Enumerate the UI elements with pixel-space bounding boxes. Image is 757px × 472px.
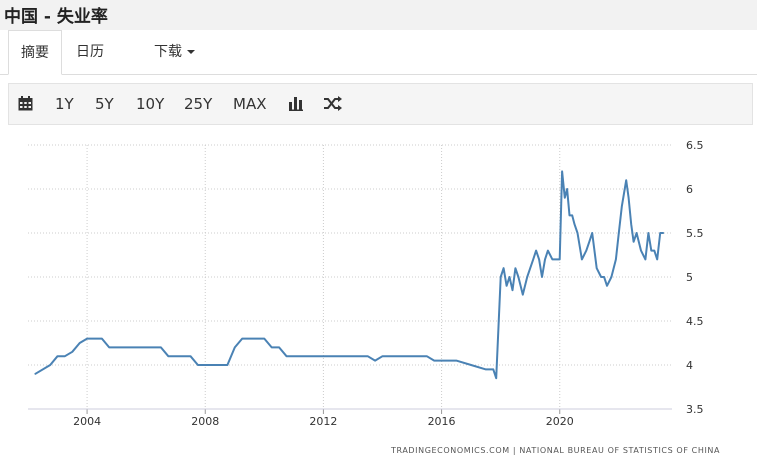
tab-download[interactable]: 下载 [154, 30, 195, 74]
x-tick-label: 2012 [309, 415, 337, 428]
range-1y-button[interactable]: 1Y [55, 95, 74, 113]
x-tick-label: 2008 [191, 415, 219, 428]
shuffle-icon[interactable] [324, 96, 342, 111]
series-line [34, 170, 665, 380]
y-tick-label: 6 [686, 183, 693, 196]
tab-summary[interactable]: 摘要 [8, 30, 62, 75]
tab-calendar[interactable]: 日历 [76, 44, 104, 60]
range-5y-button[interactable]: 5Y [95, 95, 114, 113]
title-bar: 中国 - 失业率 [0, 0, 757, 30]
range-10y-button[interactable]: 10Y [136, 95, 165, 113]
range-max-button[interactable]: MAX [233, 95, 267, 113]
source-attribution: TRADINGECONOMICS.COM | NATIONAL BUREAU O… [391, 446, 721, 455]
tab-download-label: 下载 [154, 44, 182, 60]
bar-chart-icon[interactable] [289, 96, 303, 111]
tab-bar: 摘要 日历 下载 [0, 30, 757, 75]
calendar-icon[interactable] [18, 96, 33, 111]
y-tick-label: 4.5 [686, 315, 704, 328]
x-tick-label: 2004 [73, 415, 101, 428]
page-title: 中国 - 失业率 [4, 7, 108, 27]
y-tick-label: 6.5 [686, 139, 704, 152]
chart-toolbar: 1Y 5Y 10Y 25Y MAX [8, 83, 753, 125]
y-tick-label: 3.5 [686, 403, 704, 416]
y-tick-label: 5.5 [686, 227, 704, 240]
chart-area: 3.5 4 4.5 5 5.5 6 6.5 2004 2008 2012 2016 2020 [0, 125, 757, 468]
x-tick-label: 2016 [428, 415, 456, 428]
x-tick-label: 2020 [546, 415, 574, 428]
y-tick-label: 4 [686, 359, 693, 372]
y-tick-label: 5 [686, 271, 693, 284]
range-25y-button[interactable]: 25Y [184, 95, 213, 113]
caret-down-icon [187, 50, 195, 54]
unemployment-line-chart: 3.5 4 4.5 5 5.5 6 6.5 2004 2008 2012 2016 2020 [28, 139, 704, 428]
